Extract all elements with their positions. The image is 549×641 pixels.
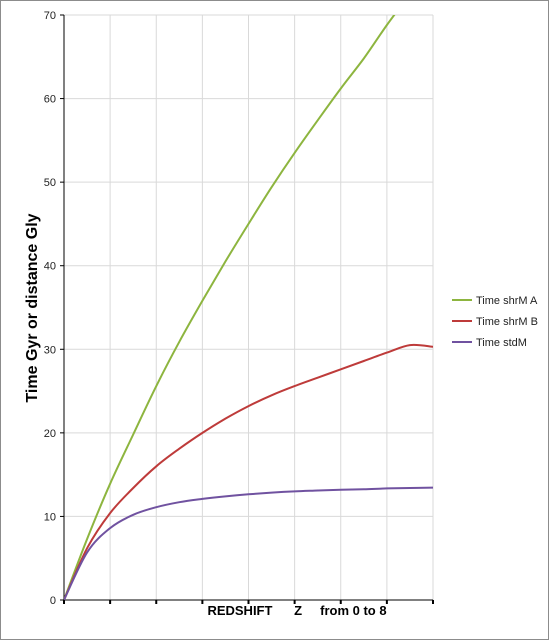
y-tick-label: 20 [44, 428, 56, 440]
y-tick-label: 10 [44, 511, 56, 523]
y-tick-label: 0 [50, 595, 56, 607]
series-line-time-shrm-b [64, 343, 433, 600]
y-tick-label: 30 [44, 344, 56, 356]
y-tick-label: 60 [44, 94, 56, 106]
x-axis-label: REDSHIFT Z from 0 to 8 [207, 603, 386, 618]
legend-label-time-stdm: Time stdM [476, 337, 527, 349]
legend-label-time-shrm-a: Time shrM A [476, 295, 538, 307]
series-line-time-stdm [64, 486, 433, 600]
y-tick-label: 70 [44, 10, 56, 22]
y-tick-labels: 0 10 20 30 40 50 60 70 [44, 10, 56, 607]
series-line-time-shrm-a [64, 15, 396, 600]
legend: Time shrM A Time shrM B Time stdM [452, 295, 538, 349]
series-lines [64, 15, 433, 600]
gridlines [64, 14, 434, 600]
y-tick-label: 40 [44, 261, 56, 273]
legend-label-time-shrm-b: Time shrM B [476, 316, 538, 328]
y-tick-label: 50 [44, 177, 56, 189]
y-axis-label: Time Gyr or distance Gly [24, 213, 41, 402]
axes [60, 14, 434, 604]
